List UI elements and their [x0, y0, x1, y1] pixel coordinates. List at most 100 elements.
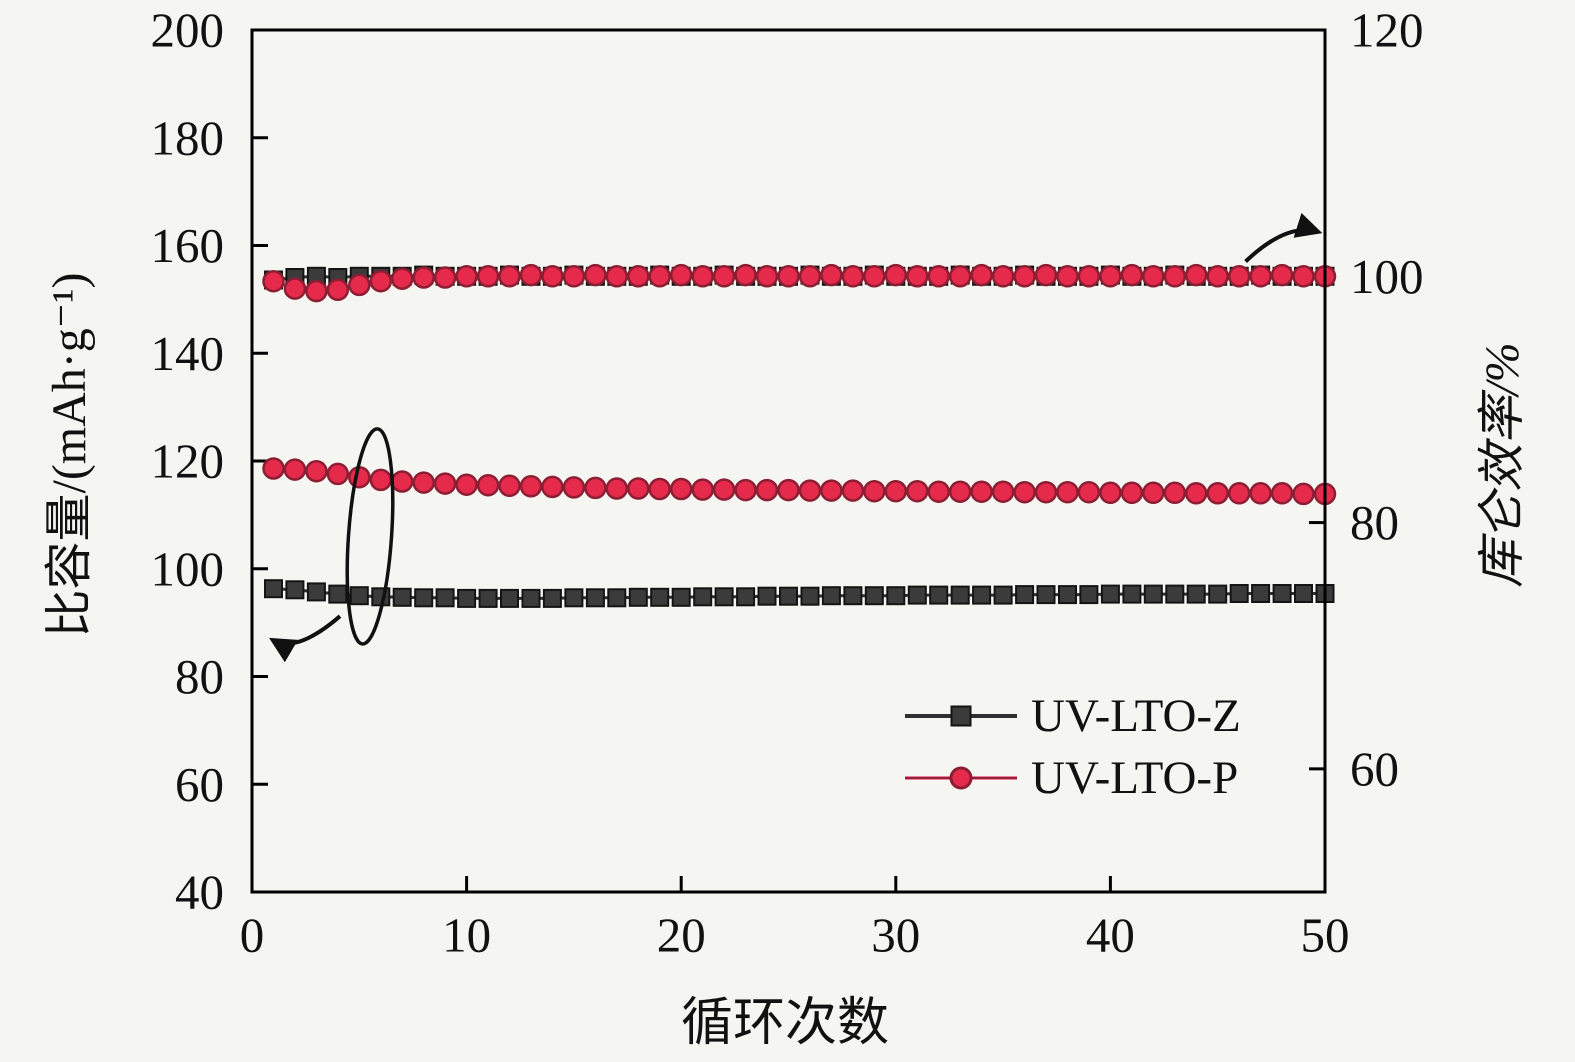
data-point-circle	[519, 475, 543, 498]
data-point-square	[650, 587, 670, 607]
left-tick-label-100: 100	[151, 541, 225, 596]
data-point-square	[1100, 584, 1120, 604]
data-point-circle	[1270, 482, 1294, 505]
data-point-circle	[1056, 480, 1079, 504]
data-point-square	[907, 585, 927, 605]
left-axis-title: 比容量/(mAh·g⁻¹)	[43, 272, 96, 638]
data-point-square	[478, 588, 498, 608]
data-point-square	[542, 588, 562, 608]
data-point-circle	[755, 265, 779, 288]
plot-frame	[250, 28, 1327, 894]
data-point-circle	[734, 263, 757, 287]
data-point-circle	[262, 269, 285, 293]
data-point-circle	[841, 479, 865, 502]
data-point-circle	[1163, 481, 1187, 505]
data-point-square	[328, 584, 348, 604]
data-point-square	[521, 588, 541, 608]
data-point-square	[1186, 584, 1206, 604]
data-point-circle	[820, 479, 843, 502]
right-tick-label-80: 80	[1350, 495, 1399, 550]
data-point-square	[886, 586, 906, 606]
data-point-square	[1036, 585, 1056, 605]
data-point-circle	[476, 265, 500, 288]
data-point-circle	[777, 265, 800, 288]
legend-line-sample-z	[905, 705, 1017, 727]
data-point-circle	[326, 462, 350, 486]
data-point-circle	[669, 263, 693, 287]
legend-label-uv-lto-p: UV-LTO-P	[1031, 751, 1239, 804]
data-point-square	[843, 586, 863, 606]
data-point-circle	[390, 470, 414, 493]
data-point-square	[392, 587, 412, 607]
circle-marker-icon	[949, 766, 973, 790]
data-point-circle	[1184, 482, 1208, 505]
data-point-circle	[348, 465, 371, 489]
data-point-circle	[1142, 481, 1165, 505]
x-tick-label-50: 50	[1301, 908, 1350, 963]
data-point-circle	[1077, 480, 1101, 504]
left-axis-pointer-arrow	[269, 614, 342, 663]
x-axis-tick-labels: 0 10 20 30 40 50	[240, 908, 1350, 963]
data-point-circle	[884, 479, 908, 503]
data-point-circle	[1034, 263, 1058, 287]
data-point-circle	[970, 480, 993, 503]
data-point-square	[800, 586, 820, 606]
data-point-circle	[1034, 480, 1058, 504]
data-point-circle	[906, 479, 929, 503]
left-tick-label-40: 40	[175, 865, 224, 920]
data-point-circle	[562, 265, 586, 288]
data-point-circle	[455, 265, 478, 288]
data-point-square	[1208, 584, 1228, 604]
data-point-circle	[1270, 263, 1294, 287]
data-point-circle	[841, 265, 865, 288]
right-axis-pointer-arrow	[1244, 212, 1323, 263]
data-point-circle	[412, 471, 435, 494]
data-point-square	[1079, 585, 1099, 605]
data-point-circle	[1227, 482, 1251, 505]
data-point-circle	[1077, 265, 1101, 288]
data-point-circle	[348, 273, 371, 297]
data-point-circle	[1142, 265, 1165, 288]
data-point-circle	[863, 265, 886, 288]
data-point-square	[779, 586, 798, 606]
data-point-circle	[498, 265, 521, 288]
data-point-square	[285, 580, 305, 600]
left-tick-label-60: 60	[175, 757, 224, 812]
right-tick-label-100: 100	[1350, 249, 1424, 304]
data-point-circle	[519, 263, 543, 287]
data-point-circle	[455, 473, 478, 496]
data-point-circle	[1206, 482, 1229, 505]
legend-entry-uv-lto-z: UV-LTO-Z	[905, 688, 1241, 744]
data-point-square	[564, 588, 584, 608]
x-tick-label-0: 0	[240, 908, 265, 963]
data-point-square	[929, 585, 949, 605]
data-point-circle	[584, 263, 607, 287]
data-point-circle	[1120, 481, 1144, 505]
data-point-square	[736, 587, 756, 607]
data-point-circle	[820, 263, 843, 287]
data-point-circle	[712, 478, 736, 501]
data-point-square	[435, 588, 455, 608]
data-point-circle	[605, 477, 629, 500]
data-point-circle	[948, 265, 972, 288]
data-point-circle	[369, 468, 393, 492]
data-point-square	[1229, 584, 1249, 603]
data-point-square	[414, 588, 434, 608]
data-point-circle	[798, 265, 822, 288]
data-point-circle	[1013, 480, 1036, 504]
series-uv-lto-z-capacity	[264, 579, 1335, 608]
left-axis-tick-labels: 200 180 160 140 120 100 80 60 40	[151, 3, 225, 920]
data-point-circle	[1292, 482, 1315, 506]
data-point-square	[671, 587, 691, 607]
x-tick-label-10: 10	[442, 908, 491, 963]
data-point-circle	[562, 476, 586, 499]
series-uv-lto-p-coulombic-efficiency	[262, 263, 1337, 303]
x-tick-label-40: 40	[1086, 908, 1135, 963]
data-point-circle	[1099, 481, 1122, 505]
data-point-square	[821, 586, 841, 606]
data-point-circle	[648, 265, 671, 288]
data-point-circle	[970, 263, 993, 287]
data-point-circle	[433, 266, 457, 289]
